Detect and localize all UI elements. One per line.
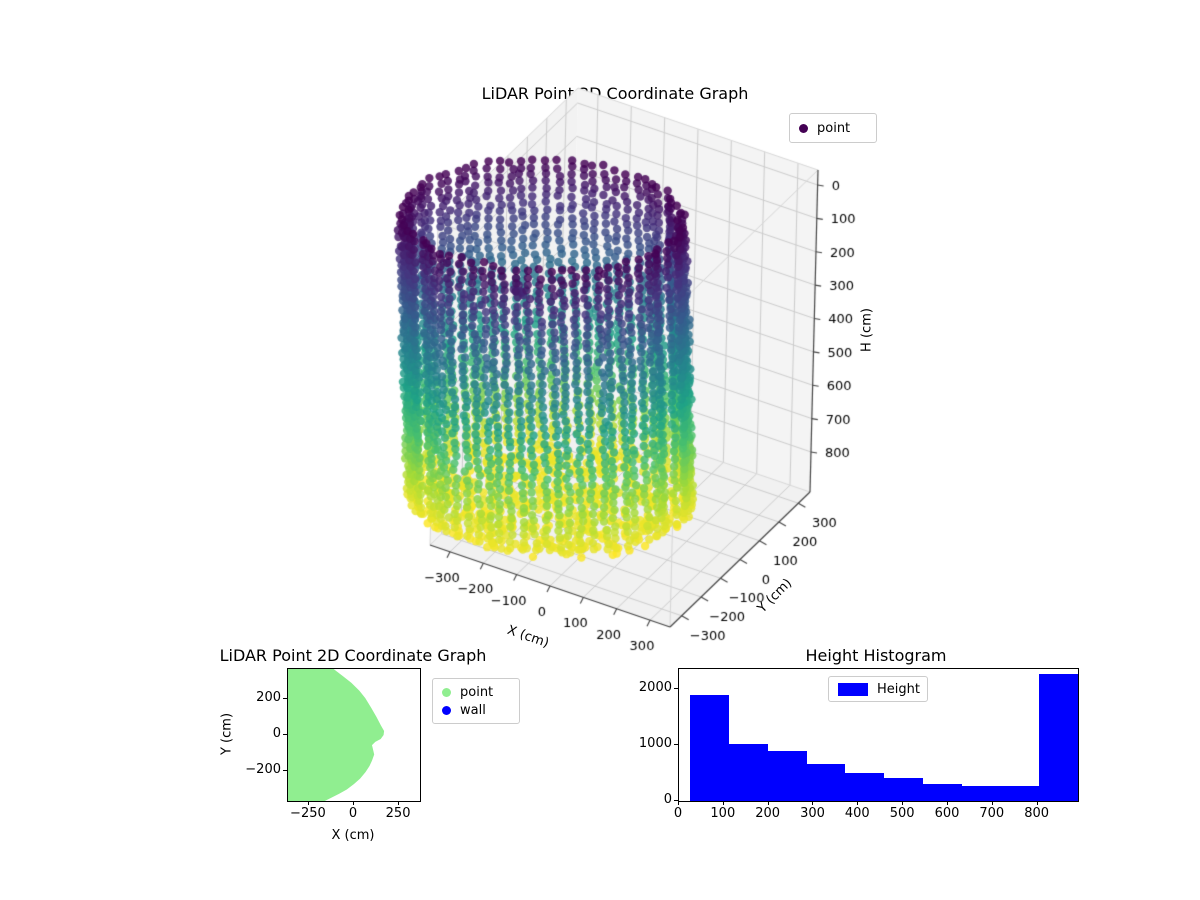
histogram-x-tick-label: 800: [1024, 806, 1050, 821]
wall-marker-icon: [442, 705, 451, 715]
hist-bar: [728, 743, 768, 801]
histogram-legend: Height: [828, 676, 928, 702]
histogram-x-tick-label: 100: [710, 806, 736, 821]
histogram-x-tick-label: 300: [800, 806, 825, 821]
tick-mark: [283, 697, 287, 699]
tick-mark: [283, 770, 287, 772]
hist-bar: [845, 772, 885, 801]
tick-mark: [674, 800, 678, 801]
histogram-y-tick-label: 2000: [638, 680, 672, 696]
tick-mark: [307, 801, 309, 805]
histogram-y-tick-label: 1000: [638, 736, 672, 752]
hist-bar: [922, 783, 962, 801]
tick-mark: [283, 734, 287, 735]
point-region: [288, 669, 385, 801]
tick-mark: [991, 801, 993, 805]
histogram-x-tick-label: 600: [934, 806, 960, 821]
histogram-title: Height Histogram: [805, 646, 947, 665]
legend-row: point: [790, 121, 876, 136]
plot2d-xaxis-label: X (cm): [331, 828, 375, 843]
legend-row: point: [433, 685, 519, 700]
tick-mark: [767, 801, 769, 805]
histogram-x-tick-label: 500: [889, 806, 915, 821]
hist-bar: [961, 785, 1001, 801]
height-swatch-icon: [838, 682, 868, 696]
hist-bar: [767, 750, 807, 801]
hist-bar: [690, 695, 729, 801]
legend-row: wall: [433, 703, 519, 718]
histogram-x-tick-label: 400: [844, 806, 870, 821]
histogram-x-tick-label: 200: [755, 806, 781, 821]
histogram-x-tick-label: 0: [673, 806, 683, 821]
histogram-x-tick-label: 700: [979, 806, 1005, 821]
plot2d-y-tick-label: 200: [256, 689, 281, 705]
histogram-axes: [678, 668, 1079, 802]
plot3d-scatter-canvas: [330, 80, 930, 680]
plot3d-zaxis-label: H (cm): [859, 308, 875, 352]
legend-label: wall: [460, 702, 486, 718]
tick-mark: [722, 801, 724, 805]
plot2d-yaxis-label: Y (cm): [219, 712, 235, 756]
tick-mark: [857, 801, 859, 805]
plot2d-title: LiDAR Point 2D Coordinate Graph: [219, 646, 487, 665]
tick-mark: [353, 801, 354, 805]
hist-bar: [1039, 674, 1078, 801]
tick-mark: [674, 744, 678, 746]
plot2d-region-svg: [288, 669, 385, 801]
tick-mark: [678, 801, 679, 805]
tick-mark: [398, 801, 400, 805]
hist-bar: [1000, 785, 1040, 801]
plot2d-legend: point wall: [432, 678, 520, 724]
legend-row: Height: [829, 682, 927, 697]
plot2d-x-tick-label: 250: [385, 806, 411, 821]
histogram-y-tick-label: 0: [663, 792, 672, 807]
plot3d-legend: point: [789, 113, 877, 143]
tick-mark: [902, 801, 904, 805]
legend-label: point: [460, 684, 494, 700]
hist-bar: [806, 763, 846, 801]
tick-mark: [812, 801, 814, 805]
plot2d-x-tick-label: −250: [290, 806, 326, 821]
plot2d-x-tick-label: 0: [348, 806, 358, 821]
legend-label: point: [817, 120, 851, 136]
tick-mark: [1036, 801, 1038, 805]
plot2d-y-tick-label: 0: [272, 726, 281, 741]
legend-label: Height: [877, 681, 920, 697]
tick-mark: [946, 801, 948, 805]
hist-bar: [884, 778, 923, 801]
plot2d-y-tick-label: −200: [245, 762, 281, 778]
plot2d-axes: [287, 668, 421, 802]
point-marker-icon: [799, 123, 808, 133]
point-marker-icon: [442, 687, 451, 697]
tick-mark: [674, 688, 678, 690]
